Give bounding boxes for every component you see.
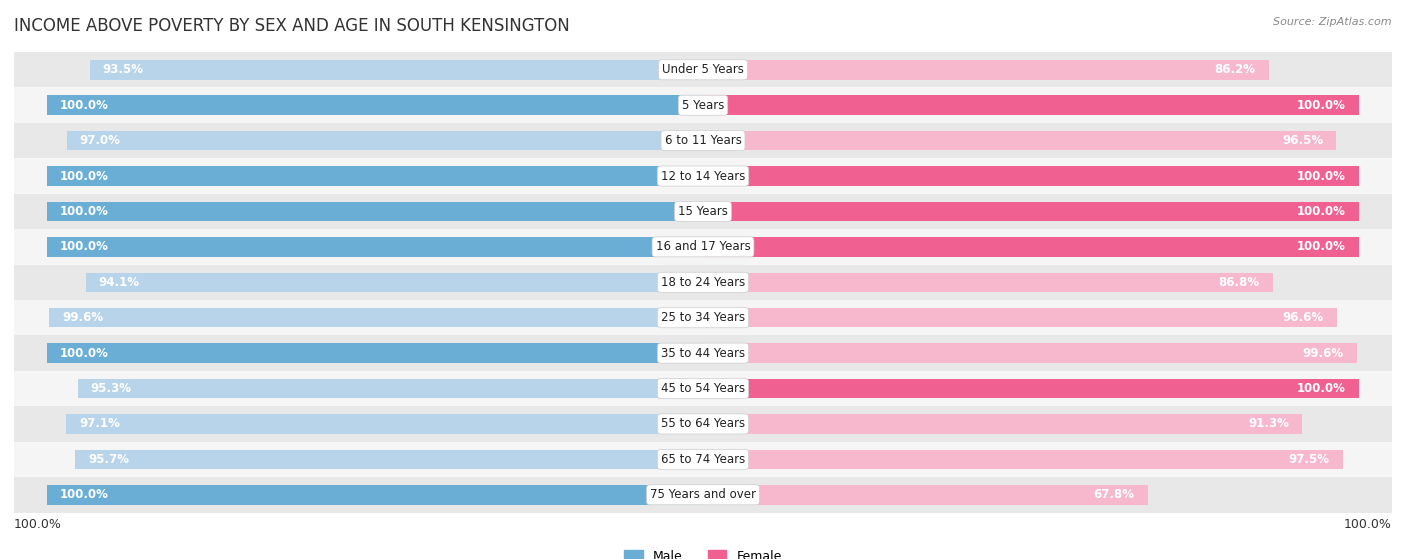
Legend: Male, Female: Male, Female	[619, 546, 787, 559]
Bar	[90, 60, 703, 79]
Bar	[14, 477, 1392, 513]
Bar	[703, 308, 1337, 328]
Text: 45 to 54 Years: 45 to 54 Years	[661, 382, 745, 395]
Bar	[14, 158, 1392, 194]
Bar	[703, 167, 1360, 186]
Bar	[46, 485, 703, 505]
Text: 6 to 11 Years: 6 to 11 Years	[665, 134, 741, 147]
Bar	[14, 406, 1392, 442]
Bar	[14, 300, 1392, 335]
Text: Source: ZipAtlas.com: Source: ZipAtlas.com	[1274, 17, 1392, 27]
Text: 96.6%: 96.6%	[1282, 311, 1323, 324]
Bar	[46, 96, 703, 115]
Bar	[14, 371, 1392, 406]
Text: 97.1%: 97.1%	[79, 418, 120, 430]
Text: 65 to 74 Years: 65 to 74 Years	[661, 453, 745, 466]
Text: 5 Years: 5 Years	[682, 99, 724, 112]
Bar	[703, 343, 1357, 363]
Text: 96.5%: 96.5%	[1282, 134, 1323, 147]
Bar	[77, 379, 703, 398]
Text: 25 to 34 Years: 25 to 34 Years	[661, 311, 745, 324]
Text: 16 and 17 Years: 16 and 17 Years	[655, 240, 751, 253]
Bar	[703, 202, 1360, 221]
Bar	[703, 96, 1360, 115]
Text: INCOME ABOVE POVERTY BY SEX AND AGE IN SOUTH KENSINGTON: INCOME ABOVE POVERTY BY SEX AND AGE IN S…	[14, 17, 569, 35]
Bar	[703, 273, 1272, 292]
Text: 100.0%: 100.0%	[60, 489, 108, 501]
Text: 86.2%: 86.2%	[1215, 63, 1256, 76]
Text: 86.8%: 86.8%	[1218, 276, 1260, 289]
Text: 94.1%: 94.1%	[98, 276, 139, 289]
Bar	[14, 52, 1392, 88]
Text: 97.5%: 97.5%	[1289, 453, 1330, 466]
Text: 100.0%: 100.0%	[60, 347, 108, 359]
Text: 67.8%: 67.8%	[1094, 489, 1135, 501]
Bar	[703, 414, 1302, 434]
Text: 35 to 44 Years: 35 to 44 Years	[661, 347, 745, 359]
Text: 100.0%: 100.0%	[60, 205, 108, 218]
Bar	[703, 379, 1360, 398]
Bar	[49, 308, 703, 328]
Bar	[703, 449, 1343, 469]
Text: 12 to 14 Years: 12 to 14 Years	[661, 169, 745, 183]
Bar	[14, 442, 1392, 477]
Bar	[86, 273, 703, 292]
Text: 99.6%: 99.6%	[63, 311, 104, 324]
Text: 100.0%: 100.0%	[14, 518, 62, 531]
Bar	[703, 485, 1147, 505]
Bar	[14, 123, 1392, 158]
Text: 100.0%: 100.0%	[1298, 169, 1346, 183]
Text: 93.5%: 93.5%	[103, 63, 143, 76]
Text: 100.0%: 100.0%	[60, 99, 108, 112]
Text: 15 Years: 15 Years	[678, 205, 728, 218]
Text: 100.0%: 100.0%	[60, 169, 108, 183]
Bar	[703, 131, 1336, 150]
Text: 100.0%: 100.0%	[1344, 518, 1392, 531]
Text: 100.0%: 100.0%	[1298, 240, 1346, 253]
Bar	[703, 237, 1360, 257]
Text: 100.0%: 100.0%	[60, 240, 108, 253]
Bar	[14, 88, 1392, 123]
Text: 99.6%: 99.6%	[1302, 347, 1343, 359]
Bar	[75, 449, 703, 469]
Text: 18 to 24 Years: 18 to 24 Years	[661, 276, 745, 289]
Bar	[46, 237, 703, 257]
Text: 95.7%: 95.7%	[89, 453, 129, 466]
Bar	[14, 335, 1392, 371]
Bar	[14, 264, 1392, 300]
Bar	[14, 194, 1392, 229]
Text: 95.3%: 95.3%	[91, 382, 132, 395]
Text: 97.0%: 97.0%	[80, 134, 121, 147]
Text: 100.0%: 100.0%	[1298, 382, 1346, 395]
Bar	[66, 414, 703, 434]
Text: 75 Years and over: 75 Years and over	[650, 489, 756, 501]
Text: 100.0%: 100.0%	[1298, 99, 1346, 112]
Bar	[46, 343, 703, 363]
Bar	[46, 202, 703, 221]
Text: 91.3%: 91.3%	[1249, 418, 1289, 430]
Bar	[703, 60, 1268, 79]
Bar	[14, 229, 1392, 264]
Text: 55 to 64 Years: 55 to 64 Years	[661, 418, 745, 430]
Text: Under 5 Years: Under 5 Years	[662, 63, 744, 76]
Bar	[66, 131, 703, 150]
Bar	[46, 167, 703, 186]
Text: 100.0%: 100.0%	[1298, 205, 1346, 218]
